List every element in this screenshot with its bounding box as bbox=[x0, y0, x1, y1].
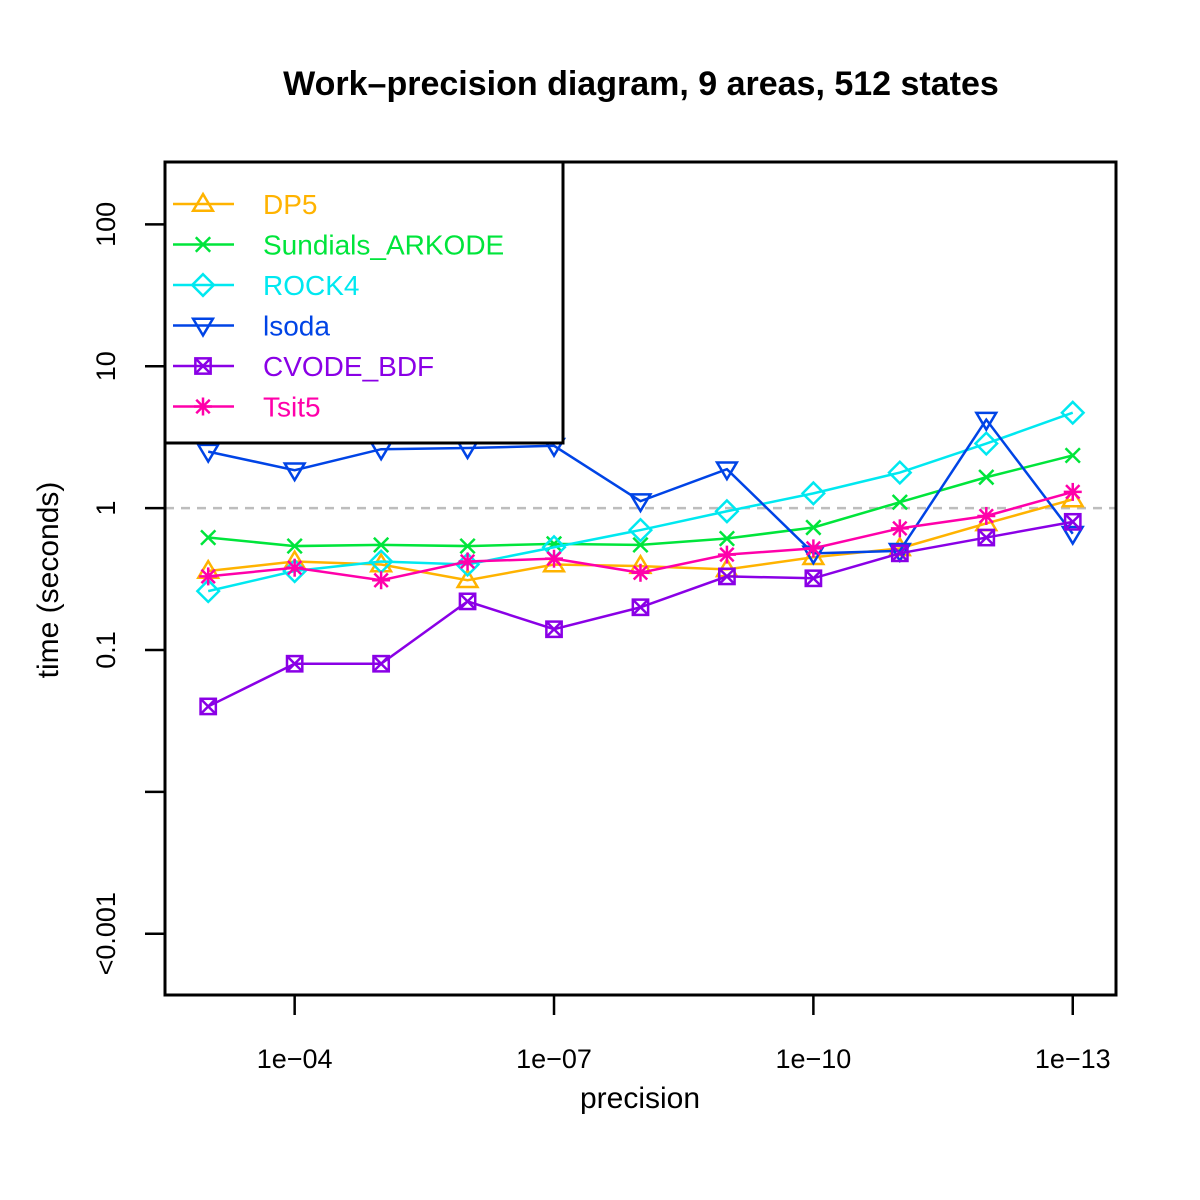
point-tsit5-1 bbox=[285, 558, 304, 577]
point-dp5-3 bbox=[455, 567, 480, 589]
chart-title: Work–precision diagram, 9 areas, 512 sta… bbox=[283, 65, 999, 103]
point-tsit5-5 bbox=[631, 563, 650, 582]
point-sundials-arkode-6 bbox=[718, 530, 736, 547]
point-cvode-bdf-3 bbox=[458, 592, 477, 611]
point-sundials-arkode-9 bbox=[978, 469, 995, 486]
legend-label-tsit5: Tsit5 bbox=[263, 392, 321, 423]
point-rock4-8 bbox=[887, 459, 913, 486]
legend-item-cvode-bdf: CVODE_BDF bbox=[173, 351, 434, 382]
series-line-lsoda bbox=[207, 417, 1074, 555]
x-tick-label-2: 1e−10 bbox=[775, 1044, 851, 1074]
plot-frame bbox=[163, 160, 1118, 997]
point-rock4-5 bbox=[627, 517, 654, 543]
legend-label-lsoda: lsoda bbox=[263, 311, 330, 342]
point-sundials-arkode-8 bbox=[891, 494, 908, 511]
point-rock4-9 bbox=[973, 430, 999, 457]
x-tick-label-3: 1e−13 bbox=[1035, 1044, 1111, 1074]
legend-item-tsit5: Tsit5 bbox=[173, 392, 321, 423]
point-sundials-arkode-2 bbox=[373, 536, 390, 554]
y-tick-label-0: <0.001 bbox=[91, 892, 121, 975]
point-lsoda-1 bbox=[282, 462, 307, 483]
legend-item-sundials-arkode: Sundials_ARKODE bbox=[173, 230, 504, 261]
point-cvode-bdf-8 bbox=[890, 544, 909, 563]
legend: DP5 Sundials_ARKODE ROCK4 lsoda CVODE_BDF Tsi… bbox=[163, 160, 565, 445]
y-tick-label-3: 1 bbox=[91, 501, 121, 516]
point-tsit5-10 bbox=[1063, 482, 1082, 501]
y-tick-label-4: 10 bbox=[91, 351, 121, 381]
point-cvode-bdf-5 bbox=[631, 598, 650, 617]
x-tick-label-0: 1e−04 bbox=[257, 1044, 333, 1074]
point-rock4-7 bbox=[800, 480, 826, 506]
point-lsoda-5 bbox=[628, 493, 653, 514]
point-tsit5-3 bbox=[458, 552, 477, 571]
y-tick-label-2: 0.1 bbox=[91, 631, 121, 669]
legend-marker-dp5 bbox=[190, 191, 216, 212]
legend-marker-sundials-arkode bbox=[194, 236, 212, 253]
point-cvode-bdf-6 bbox=[718, 567, 736, 586]
point-sundials-arkode-0 bbox=[200, 529, 217, 546]
legend-box bbox=[163, 160, 565, 445]
point-cvode-bdf-10 bbox=[1063, 512, 1082, 531]
point-tsit5-7 bbox=[804, 539, 823, 558]
point-tsit5-2 bbox=[372, 571, 391, 590]
x-tick-label-1: 1e−07 bbox=[516, 1044, 592, 1074]
legend-label-dp5: DP5 bbox=[263, 189, 317, 220]
point-lsoda-6 bbox=[714, 461, 740, 482]
legend-marker-lsoda bbox=[190, 317, 216, 338]
point-sundials-arkode-10 bbox=[1064, 447, 1081, 464]
point-sundials-arkode-5 bbox=[632, 536, 649, 554]
point-cvode-bdf-1 bbox=[285, 654, 304, 673]
point-sundials-arkode-1 bbox=[286, 537, 303, 555]
point-tsit5-6 bbox=[717, 545, 736, 564]
point-cvode-bdf-2 bbox=[372, 654, 391, 673]
y-axis-label: time (seconds) bbox=[32, 482, 65, 679]
legend-marker-cvode-bdf bbox=[194, 357, 212, 375]
point-cvode-bdf-9 bbox=[977, 528, 996, 547]
legend-label-sundials-arkode: Sundials_ARKODE bbox=[263, 230, 504, 261]
x-axis-label: precision bbox=[580, 1082, 700, 1115]
point-lsoda-9 bbox=[974, 411, 999, 433]
series-cvode-bdf bbox=[199, 512, 1082, 716]
point-sundials-arkode-7 bbox=[805, 519, 822, 536]
point-sundials-arkode-3 bbox=[459, 537, 476, 555]
point-cvode-bdf-4 bbox=[545, 620, 563, 639]
series-tsit5 bbox=[199, 482, 1082, 590]
point-cvode-bdf-0 bbox=[199, 697, 218, 716]
series-sundials-arkode bbox=[200, 447, 1081, 555]
legend-marker-rock4 bbox=[190, 272, 216, 298]
point-tsit5-4 bbox=[545, 549, 564, 568]
legend-marker-tsit5 bbox=[194, 397, 212, 416]
point-tsit5-0 bbox=[199, 567, 218, 586]
point-rock4-0 bbox=[195, 578, 221, 604]
legend-label-rock4: ROCK4 bbox=[263, 270, 359, 301]
series-line-rock4 bbox=[207, 411, 1074, 593]
point-rock4-6 bbox=[714, 498, 740, 524]
legend-item-rock4: ROCK4 bbox=[173, 270, 359, 301]
legend-item-dp5: DP5 bbox=[173, 189, 317, 220]
legend-item-lsoda: lsoda bbox=[173, 311, 330, 342]
point-cvode-bdf-7 bbox=[804, 569, 823, 588]
point-lsoda-10 bbox=[1060, 525, 1085, 547]
legend-label-cvode-bdf: CVODE_BDF bbox=[263, 351, 434, 382]
point-rock4-10 bbox=[1060, 400, 1086, 426]
y-tick-label-5: 100 bbox=[91, 202, 121, 247]
point-tsit5-8 bbox=[890, 519, 909, 538]
point-lsoda-0 bbox=[196, 443, 221, 464]
point-tsit5-9 bbox=[977, 506, 996, 525]
